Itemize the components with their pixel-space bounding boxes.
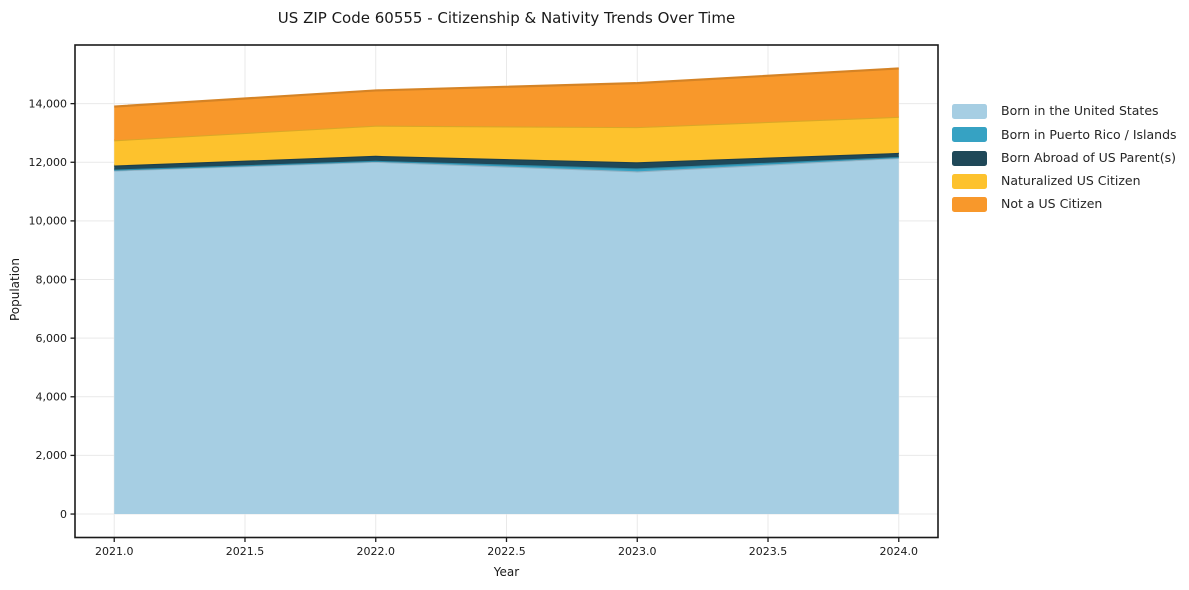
y-tick-label: 14,000 — [29, 97, 68, 110]
y-tick-label: 8,000 — [36, 273, 68, 286]
y-tick-label: 4,000 — [36, 391, 68, 404]
x-tick-label: 2023.5 — [749, 545, 788, 558]
x-axis-label: Year — [493, 565, 520, 579]
area-series-4-edge — [114, 67, 899, 108]
area-series-2 — [114, 152, 899, 170]
legend-item-2: Born Abroad of US Parent(s) — [952, 149, 1177, 166]
legend-swatch-icon — [952, 150, 987, 166]
legend: Born in the United States Born in Puerto … — [952, 104, 1177, 213]
legend-swatch-icon — [952, 127, 987, 143]
y-tick-label: 12,000 — [29, 156, 68, 169]
area-series-3 — [114, 116, 899, 166]
legend-swatch-icon — [952, 173, 987, 189]
legend-item-0: Born in the United States — [952, 104, 1177, 119]
x-tick-label: 2022.5 — [487, 545, 526, 558]
legend-item-1: Born in Puerto Rico / Islands — [952, 126, 1177, 143]
legend-label: Naturalized US Citizen — [1001, 173, 1141, 189]
legend-label: Born in the United States — [1001, 103, 1159, 119]
area-series-1 — [114, 156, 899, 172]
y-tick-label: 0 — [60, 508, 67, 521]
x-tick-label: 2023.0 — [618, 545, 657, 558]
legend-item-4: Not a US Citizen — [952, 196, 1177, 213]
x-tick-label: 2024.0 — [880, 545, 919, 558]
y-axis-label: Population — [8, 258, 22, 322]
y-tick-label: 2,000 — [36, 449, 68, 462]
y-tick-label: 6,000 — [36, 332, 68, 345]
x-tick-label: 2022.0 — [356, 545, 395, 558]
x-tick-label: 2021.0 — [95, 545, 134, 558]
area-series-0 — [114, 157, 899, 515]
chart-title: US ZIP Code 60555 - Citizenship & Nativi… — [277, 9, 736, 27]
legend-label: Born in Puerto Rico / Islands — [1001, 126, 1177, 142]
legend-swatch-icon — [952, 197, 987, 213]
axis-ticks: 2021.0 2021.5 2022.0 2022.5 2023.0 2023.5 2024… — [29, 97, 919, 558]
legend-label: Born Abroad of US Parent(s) — [1001, 149, 1176, 165]
y-tick-label: 10,000 — [29, 215, 68, 228]
legend-item-3: Naturalized US Citizen — [952, 173, 1177, 189]
x-tick-label: 2021.5 — [226, 545, 265, 558]
legend-label: Not a US Citizen — [1001, 196, 1103, 212]
area-series-4 — [114, 68, 899, 141]
legend-swatch-icon — [952, 104, 987, 119]
